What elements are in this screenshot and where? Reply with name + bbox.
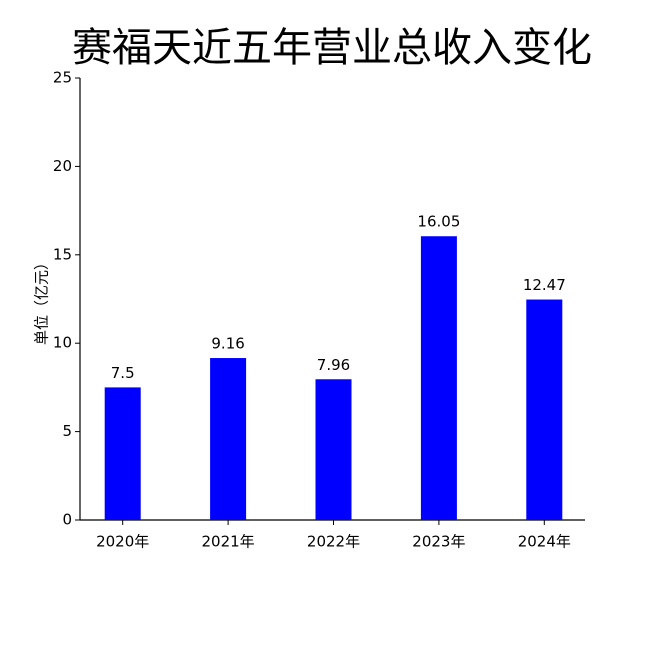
y-tick-label: 10	[53, 334, 72, 352]
chart-title: 赛福天近五年营业总收入变化	[72, 25, 592, 71]
data-label: 7.96	[317, 356, 350, 374]
x-tick-label: 2022年	[307, 533, 360, 551]
bar	[210, 358, 247, 520]
x-tick-label: 2021年	[202, 533, 255, 551]
data-label: 9.16	[211, 335, 244, 353]
y-tick-label: 20	[53, 157, 72, 175]
data-label: 16.05	[417, 213, 460, 231]
y-tick-label: 15	[53, 245, 72, 263]
bar	[526, 299, 563, 520]
data-label: 12.47	[523, 276, 566, 294]
bar	[420, 236, 457, 520]
y-tick-label: 5	[62, 422, 72, 440]
y-tick-label: 0	[62, 511, 72, 529]
x-tick-label: 2023年	[412, 533, 465, 551]
y-axis-label: 单位（亿元）	[33, 255, 51, 345]
bar	[104, 387, 141, 520]
data-label: 7.5	[111, 364, 135, 382]
y-tick-label: 25	[53, 69, 72, 87]
x-tick-label: 2020年	[96, 533, 149, 551]
x-tick-label: 2024年	[518, 533, 571, 551]
bar	[315, 379, 352, 520]
